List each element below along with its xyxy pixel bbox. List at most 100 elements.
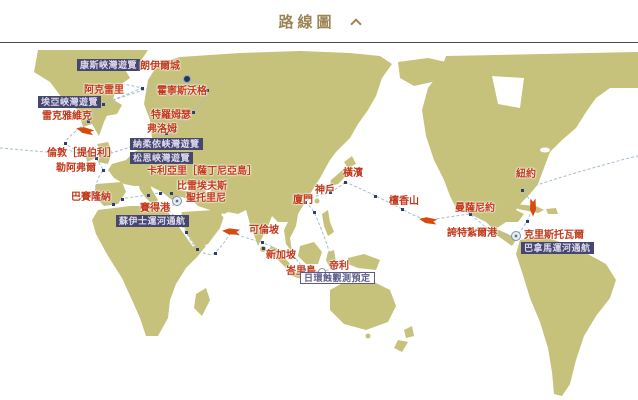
map-label: 誇特紮爾港 [447,228,497,239]
map-label: 神戶 [315,185,335,196]
land-sumatra [268,246,290,268]
waypoint-dot [343,180,347,184]
section-header[interactable]: 路線圖 [0,0,638,42]
waypoint-dot [63,141,67,145]
waypoint-dot [195,247,199,251]
map-label: 廈門 [293,195,313,206]
waypoint-dot [260,240,264,244]
waypoint-dot [525,219,529,223]
header-divider [0,42,638,43]
ship-icon [419,215,438,225]
land-new-guinea [348,254,380,270]
ship-icon [222,227,241,236]
land-iberia [94,182,126,206]
land-africa [92,206,206,336]
black-sea [178,185,194,191]
map-label: 弗洛姆 [147,124,177,135]
ship-icon [75,124,95,135]
waypoint-dot [302,267,306,271]
great-lakes [540,147,550,153]
land-philippines [322,210,334,236]
waypoint-dot [261,246,265,250]
land-italy [138,180,158,206]
land-borneo [298,242,322,264]
waypoint-dot [140,86,144,90]
map-label: 比雷埃夫斯 [177,181,227,192]
map-label: 紐約 [516,169,536,180]
waypoint-dot [312,210,316,214]
map-label: 新加坡 [266,250,296,261]
port-marker-icon [172,196,182,206]
waypoint-dot [213,251,217,255]
map-label: 克里斯托瓦爾 [524,230,584,241]
land-arabia [180,210,224,248]
hudson-bay [492,76,524,108]
map-label: 聖托里尼 [186,193,226,204]
map-label: 勒阿弗爾 [56,163,96,174]
waypoint-dot [400,207,404,211]
route-line [0,147,97,159]
land-new-zealand [404,326,414,338]
map-label: 卡利亞里［薩丁尼亞島］ [147,166,257,177]
map-label: 康斯峽灣遊覽 [77,59,141,72]
map-label: 帝利 [329,261,349,272]
waypoint-dot [169,191,173,195]
caspian-sea [205,182,211,194]
map-label: 巴拿馬運河通航 [521,242,594,255]
waypoint-dot [158,191,162,195]
map-label: 日環蝕觀測預定 [300,272,375,285]
land-madagascar [194,288,210,316]
waypoint-dot [328,190,332,194]
waypoint-dot [101,102,105,106]
waypoint-dot [166,207,170,211]
waypoint-dot [489,230,493,234]
waypoint-dot [331,266,335,270]
land-australia [330,280,396,330]
map-label: 朗伊爾城 [140,61,180,72]
waypoint-dot [520,188,524,192]
map-label: 橫濱 [343,168,363,179]
map-label: 雷克雅維克 [42,111,92,122]
land-cuba [514,204,544,213]
chevron-up-icon[interactable] [349,17,362,30]
map-label: 巴賽隆納 [71,192,111,203]
map-label: 納柔依峽灣遊覽 [130,138,203,151]
waypoint-dot [288,252,292,256]
land-south-america [516,236,616,396]
persian-gulf [221,213,231,223]
waypoint-dot [164,131,168,135]
map-label: 埃亞峽灣遊覽 [38,96,102,109]
map-label: 特羅姆瑟 [151,110,191,121]
map-label: 松恩峽灣遊覽 [130,152,194,165]
port-marker-icon [511,231,521,241]
waypoint-dot [303,200,307,204]
land-north-america [422,52,638,230]
map-label: 倫敦［提伯利］ [47,148,117,159]
ship-icon [530,198,537,216]
waypoint-dot [94,156,98,160]
land-japan [344,156,356,168]
map-label: 霍寧斯沃格 [157,86,207,97]
waypoint-dot [101,168,105,172]
section-title: 路線圖 [278,13,336,31]
waypoint-dot [94,191,98,195]
waypoint-dot [184,230,188,234]
map-label: 曼薩尼約 [455,203,495,214]
waypoint-dot [191,110,195,114]
map-label: 峇里島 [286,266,316,278]
land-ireland [85,149,95,162]
waypoint-dot [86,119,90,123]
waypoint-dot [205,88,209,92]
waypoint-dot [120,197,124,201]
map-label: 阿克雷里 [84,85,124,96]
map-label: 可倫坡 [249,225,279,236]
map-label: 賽得港 [140,203,170,214]
waypoint-dot [111,202,115,206]
waypoint-dot [373,194,377,198]
map-label: 檀香山 [389,196,419,207]
land-eurasia [108,51,392,252]
map-label: 蘇伊士運河通航 [116,215,189,228]
